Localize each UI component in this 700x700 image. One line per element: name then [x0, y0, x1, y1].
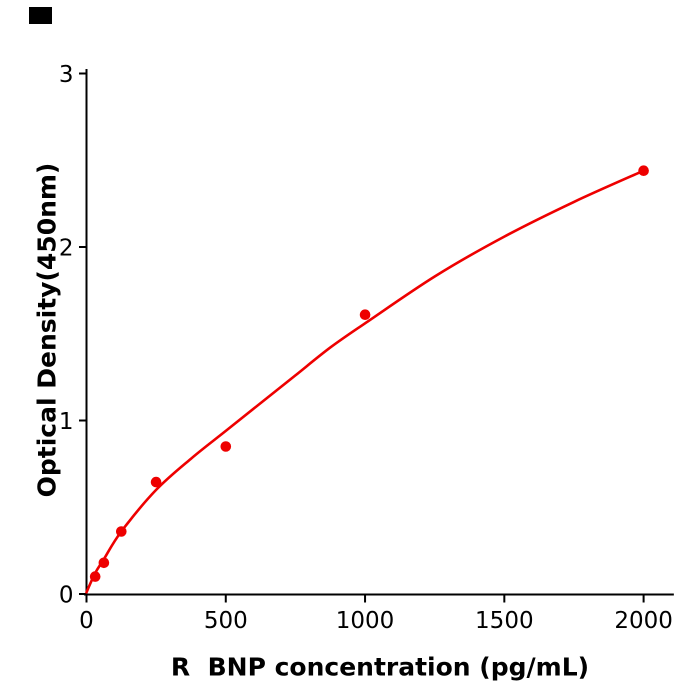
- y-axis-title: Optical Density(450nm): [32, 162, 62, 498]
- y-tick-label: 2: [59, 236, 74, 262]
- x-tick-label: 1000: [336, 608, 395, 634]
- axes: [84, 69, 674, 596]
- x-tick-label: 0: [79, 608, 94, 634]
- x-tick-label: 1500: [475, 608, 534, 634]
- data-point-marker: [220, 441, 232, 452]
- corner-artifact-mark: [29, 7, 52, 24]
- y-tick-label: 1: [59, 409, 74, 435]
- data-point-marker: [89, 571, 101, 582]
- data-point-marker: [359, 309, 371, 321]
- fit-curve-path: [85, 169, 645, 594]
- data-point-marker: [116, 526, 127, 537]
- x-tick-label: 2000: [614, 608, 673, 634]
- axis-ticks: 0 1 2 3 0 500 1000 1500 2000: [59, 62, 673, 634]
- x-tick-label: 500: [204, 608, 248, 634]
- y-tick-label: 0: [59, 583, 74, 609]
- data-point-marker: [150, 476, 162, 488]
- y-tick-label: 3: [59, 62, 74, 88]
- data-series: [85, 165, 649, 594]
- data-point-marker: [98, 557, 110, 569]
- x-axis-title: R BNP concentration (pg/mL): [170, 652, 590, 682]
- data-point-marker: [638, 165, 649, 176]
